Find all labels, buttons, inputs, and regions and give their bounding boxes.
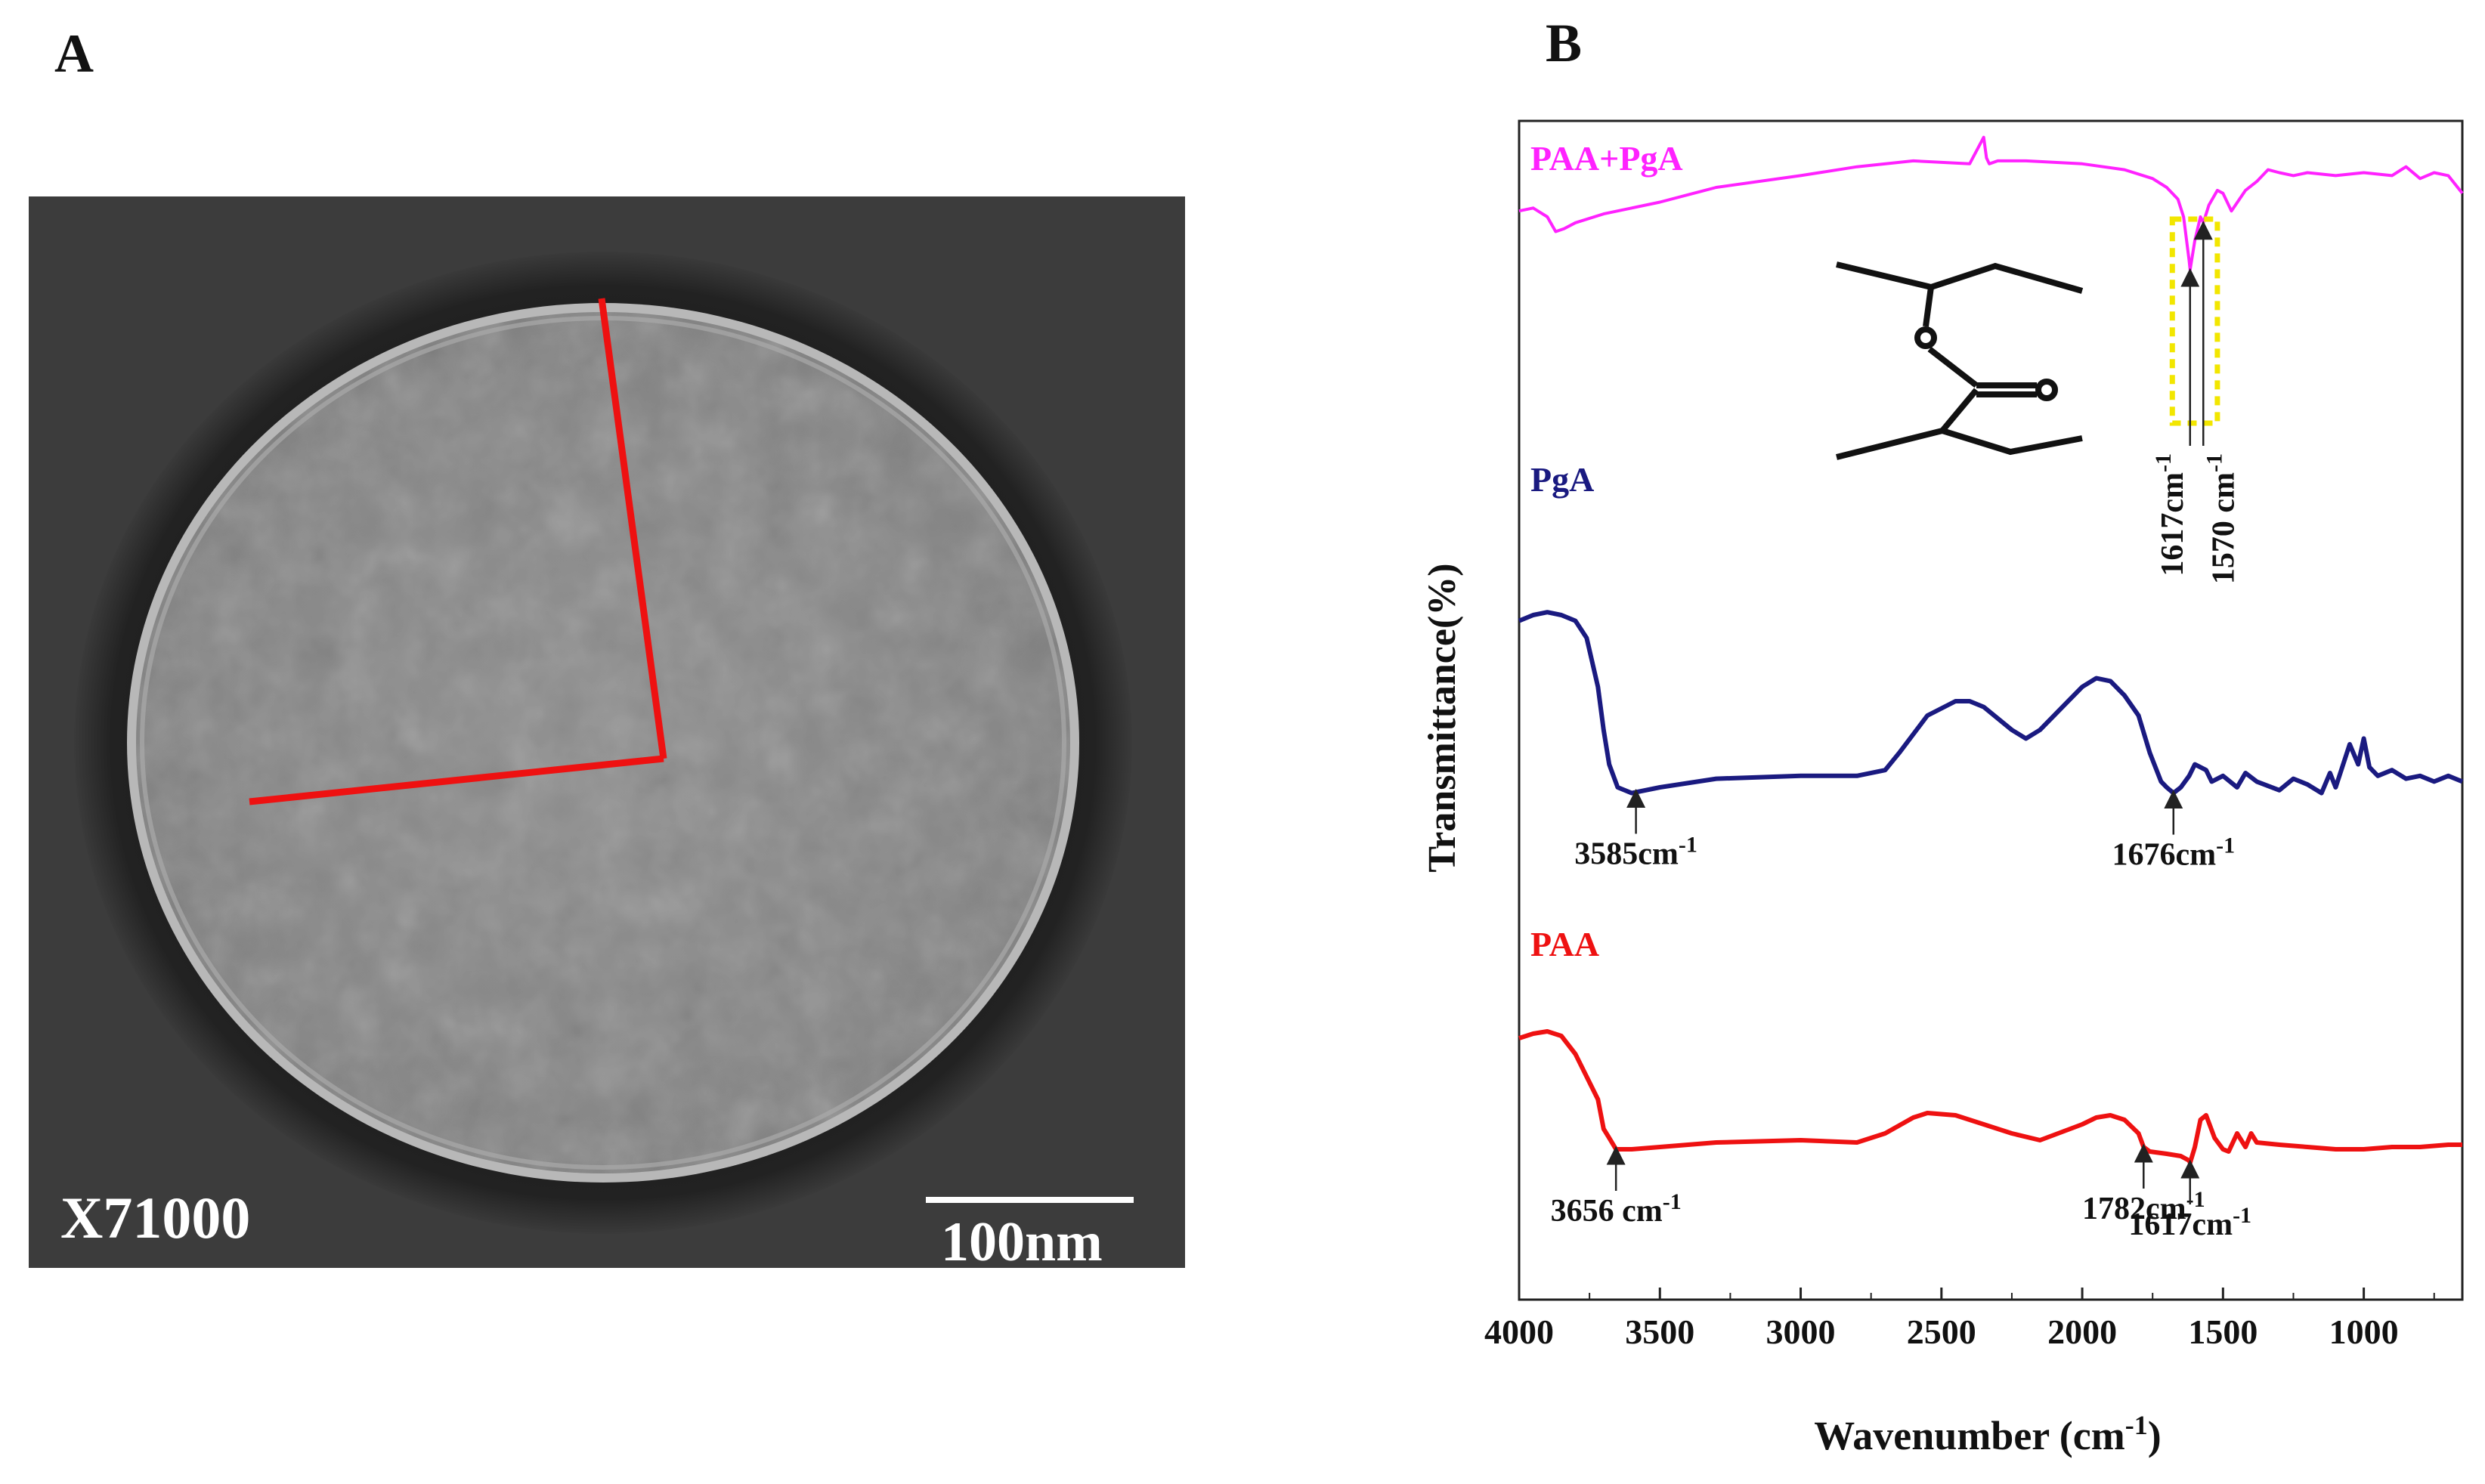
structure-oxygen (1914, 326, 1937, 349)
magnification-label: X71000 (60, 1185, 250, 1251)
y-axis-title: Transmittance(%) (1421, 563, 1464, 872)
annotation-label: 1617cm-1 (2150, 453, 2190, 577)
structure-bond-3 (1939, 388, 1979, 433)
panel-a-letter: A (54, 23, 94, 84)
series-label-paa: PAA (1530, 925, 1599, 963)
scale-bar-label: 100nm (941, 1211, 1103, 1273)
plot-frame (1518, 119, 2464, 1301)
annotation-label: 1570 cm-1 (2202, 453, 2242, 584)
annotation-paa_pga-1617: 1617cm-1 (2150, 267, 2200, 577)
annotation-label: 1782cm-1 (2082, 1187, 2205, 1227)
annotation-paa_pga-1570: 1570 cm-1 (2193, 221, 2242, 584)
x-tick-label-1000: 1000 (2329, 1312, 2399, 1351)
panel-b-letter: B (1546, 13, 1583, 73)
x-tick-label-2500: 2500 (1907, 1312, 1976, 1351)
x-tick-label-3000: 3000 (1766, 1312, 1836, 1351)
x-tick-label-4000: 4000 (1484, 1312, 1554, 1351)
annotation-paa-1617: 1617cm-1 (2128, 1159, 2251, 1243)
annotation-label: 1676cm-1 (2112, 833, 2235, 873)
series-line-paa (1518, 1029, 2462, 1165)
structure-carbonyl-oxygen (2035, 379, 2058, 401)
series-label-paa_pga: PAA+PgA (1530, 139, 1683, 178)
ftir-chart: 4000 3500 3000 2500 2000 1500 1000 PAA+PgAPgAP… (1421, 119, 2464, 1458)
annotation-paa-1782: 1782cm-1 (2082, 1143, 2205, 1227)
x-axis: 4000 3500 3000 2500 2000 1500 1000 (1484, 1288, 2435, 1351)
highlight-box (2169, 216, 2220, 426)
x-tick-label-1500: 1500 (2188, 1312, 2258, 1351)
annotation-label: 3585cm-1 (1574, 832, 1697, 872)
particle-texture (136, 312, 1070, 1173)
annotation-layer: 1617cm-1 1570 cm-1 3585cm-1 1676cm-1 3656 cm… (1551, 221, 2251, 1243)
series-line-paa_pga (1518, 135, 2464, 272)
series-label-pga: PgA (1530, 460, 1594, 499)
ester-structure-inset (1836, 261, 2084, 460)
series-layer: PAA+PgA PgA PAA (1518, 135, 2464, 1165)
x-tick-label-2000: 2000 (2047, 1312, 2117, 1351)
annotation-label: 1617cm-1 (2128, 1203, 2251, 1243)
annotation-pga-3585: 3585cm-1 (1574, 788, 1697, 872)
x-axis-title: Wavenumber (cm-1) (1814, 1410, 2161, 1458)
annotation-label: 3656 cm-1 (1551, 1189, 1682, 1229)
structure-bottom-chain (1836, 427, 2083, 460)
x-tick-label-3500: 3500 (1625, 1312, 1694, 1351)
annotation-paa-3656: 3656 cm-1 (1551, 1145, 1682, 1229)
tem-micrograph: X71000 100nm (29, 196, 1185, 1273)
radius-line-horizontal (249, 755, 664, 805)
series-line-pga (1518, 610, 2464, 796)
structure-bond-2 (1927, 346, 1979, 388)
structure-top-chain (1836, 261, 2084, 294)
radius-line-vertical (598, 298, 667, 759)
annotation-pga-1676: 1676cm-1 (2112, 790, 2235, 873)
structure-bond-1 (1923, 286, 1934, 327)
